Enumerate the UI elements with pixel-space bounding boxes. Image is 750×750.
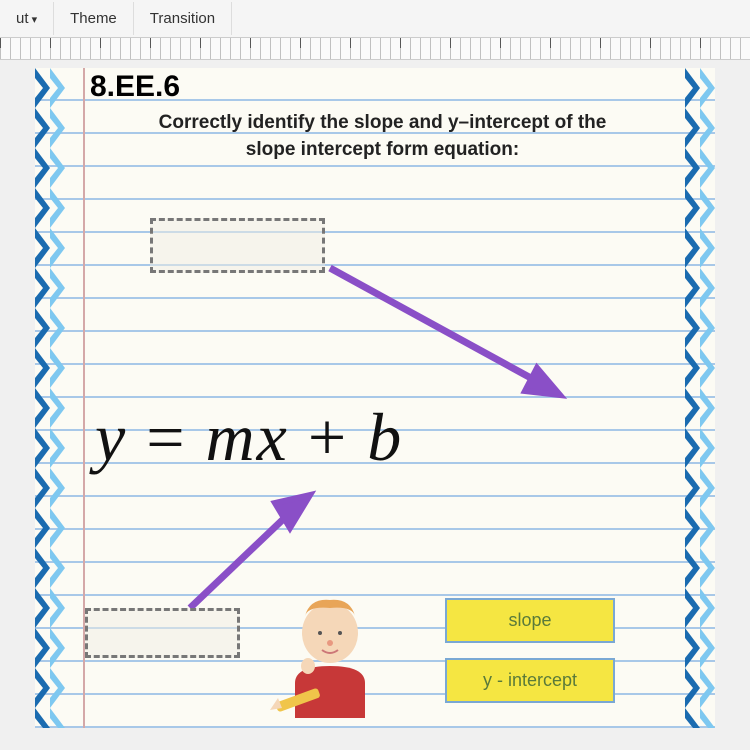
ruler — [0, 38, 750, 60]
instruction-line1: Correctly identify the slope and y–inter… — [159, 112, 607, 133]
label-y-intercept[interactable]: y - intercept — [445, 658, 615, 703]
answer-box-top[interactable] — [150, 218, 325, 273]
toolbar-item-transition[interactable]: Transition — [134, 2, 232, 35]
eq-y: y — [95, 399, 127, 475]
chevron-border-right — [685, 68, 715, 728]
answer-box-bottom[interactable] — [85, 608, 240, 658]
equation: y = mx + b — [95, 398, 403, 477]
slide-canvas[interactable]: 8.EE.6 Correctly identify the slope and … — [35, 68, 715, 728]
label-slope[interactable]: slope — [445, 598, 615, 643]
instruction-line2: slope intercept form equation: — [246, 139, 519, 160]
toolbar-item-theme[interactable]: Theme — [54, 2, 134, 35]
eq-equals: = — [127, 399, 205, 475]
eq-m: m — [206, 399, 257, 475]
toolbar-item-layout[interactable]: ut — [0, 2, 54, 35]
instruction-text: Correctly identify the slope and y–inter… — [90, 110, 675, 163]
toolbar: ut Theme Transition — [0, 0, 750, 38]
eq-x: x — [257, 399, 289, 475]
eq-plus: + — [289, 399, 367, 475]
slide-area: 8.EE.6 Correctly identify the slope and … — [0, 60, 750, 750]
chevron-border-left — [35, 68, 65, 728]
eq-b: b — [367, 399, 403, 475]
standard-label: 8.EE.6 — [90, 70, 180, 104]
arrow-to-b — [315, 243, 575, 413]
student-character-icon — [260, 588, 400, 718]
